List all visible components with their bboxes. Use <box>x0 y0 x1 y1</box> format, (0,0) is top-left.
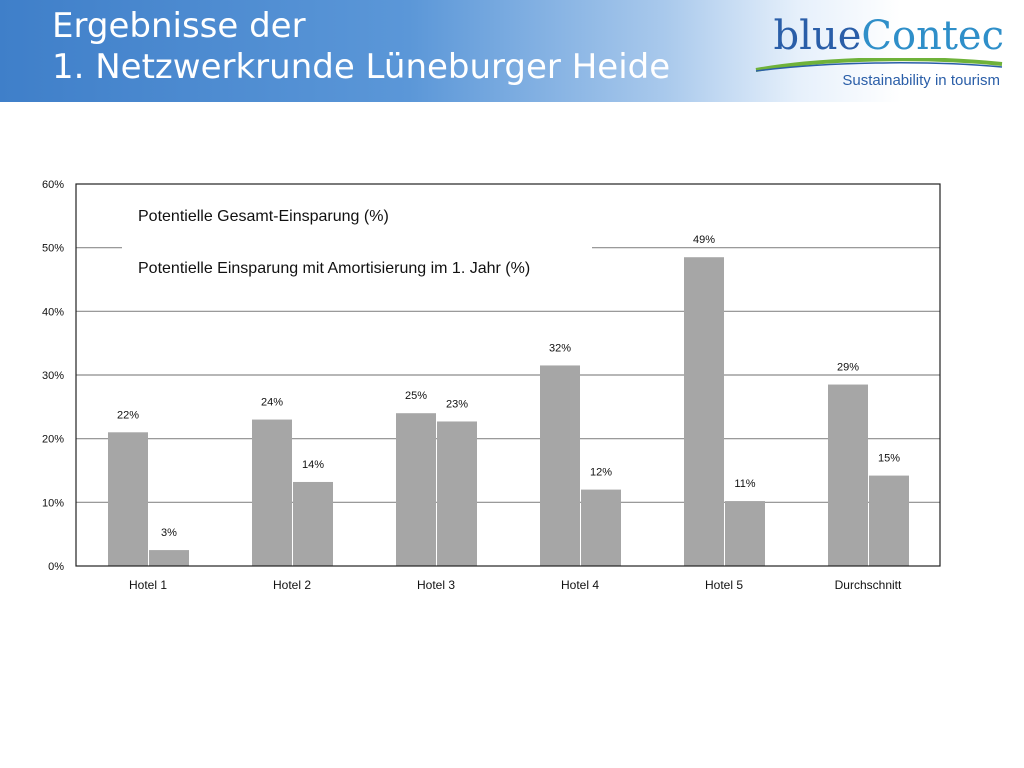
x-axis: Hotel 1 Hotel 2 Hotel 3 Hotel 4 Hotel 5 Durch… <box>129 578 902 592</box>
data-label: 11% <box>734 478 755 490</box>
bluecontec-logo: blueContec Sustainability in tourism <box>754 14 1004 94</box>
x-tick-label: Hotel 1 <box>129 578 167 592</box>
title-line-1: Ergebnisse der <box>52 6 306 46</box>
bar <box>869 475 909 566</box>
bar <box>108 432 148 566</box>
data-label: 15% <box>878 453 900 465</box>
data-label: 49% <box>693 234 715 246</box>
bar <box>149 550 189 566</box>
x-tick-label: Hotel 4 <box>561 578 599 592</box>
x-tick-label: Hotel 3 <box>417 578 455 592</box>
logo-tagline: Sustainability in tourism <box>842 72 1000 89</box>
chart-bars <box>108 257 909 566</box>
data-label: 12% <box>590 467 612 479</box>
data-label: 23% <box>446 398 468 410</box>
data-label: 29% <box>837 362 859 374</box>
header-banner: Ergebnisse der 1. Netzwerkrunde Lüneburg… <box>0 0 1024 102</box>
bar <box>437 421 477 566</box>
x-tick-label: Durchschnitt <box>835 578 902 592</box>
y-tick-label: 60% <box>42 179 64 191</box>
bar <box>396 413 436 566</box>
y-tick-label: 50% <box>42 243 64 255</box>
data-label: 24% <box>261 397 283 409</box>
bar <box>581 489 621 566</box>
data-labels: 22% 3% 24% 14% 25% 23% 32% 12% 49% 11% 29% 15% <box>117 234 900 539</box>
plot-frame <box>75 183 941 567</box>
data-label: 25% <box>405 390 427 402</box>
bar <box>828 384 868 566</box>
x-tick-label: Hotel 5 <box>705 578 743 592</box>
data-label: 3% <box>161 527 177 539</box>
legend-entry-total: Potentielle Gesamt-Einsparung (%) <box>138 208 389 225</box>
y-tick-label: 0% <box>48 561 64 573</box>
y-axis: 0% 10% 20% 30% 40% 50% 60% <box>42 179 64 573</box>
bar <box>540 365 580 566</box>
bar <box>252 419 292 566</box>
y-tick-label: 30% <box>42 370 64 382</box>
chart-legend: Potentielle Gesamt-Einsparung (%) Potent… <box>122 198 592 288</box>
bar <box>725 501 765 566</box>
y-tick-label: 20% <box>42 434 64 446</box>
bar <box>293 481 333 566</box>
y-tick-label: 40% <box>42 306 64 318</box>
data-label: 14% <box>302 459 324 471</box>
bar <box>684 257 724 566</box>
y-tick-label: 10% <box>42 497 64 509</box>
page-title: Ergebnisse der 1. Netzwerkrunde Lüneburg… <box>52 6 670 88</box>
title-line-2: 1. Netzwerkrunde Lüneburger Heide <box>52 47 671 87</box>
legend-entry-first-year: Potentielle Einsparung mit Amortisierung… <box>138 260 531 277</box>
data-label: 32% <box>549 342 571 354</box>
logo-wordmark: blueContec <box>773 13 1004 59</box>
logo-swoosh-icon <box>755 58 1003 72</box>
data-label: 22% <box>117 409 139 421</box>
x-tick-label: Hotel 2 <box>273 578 311 592</box>
